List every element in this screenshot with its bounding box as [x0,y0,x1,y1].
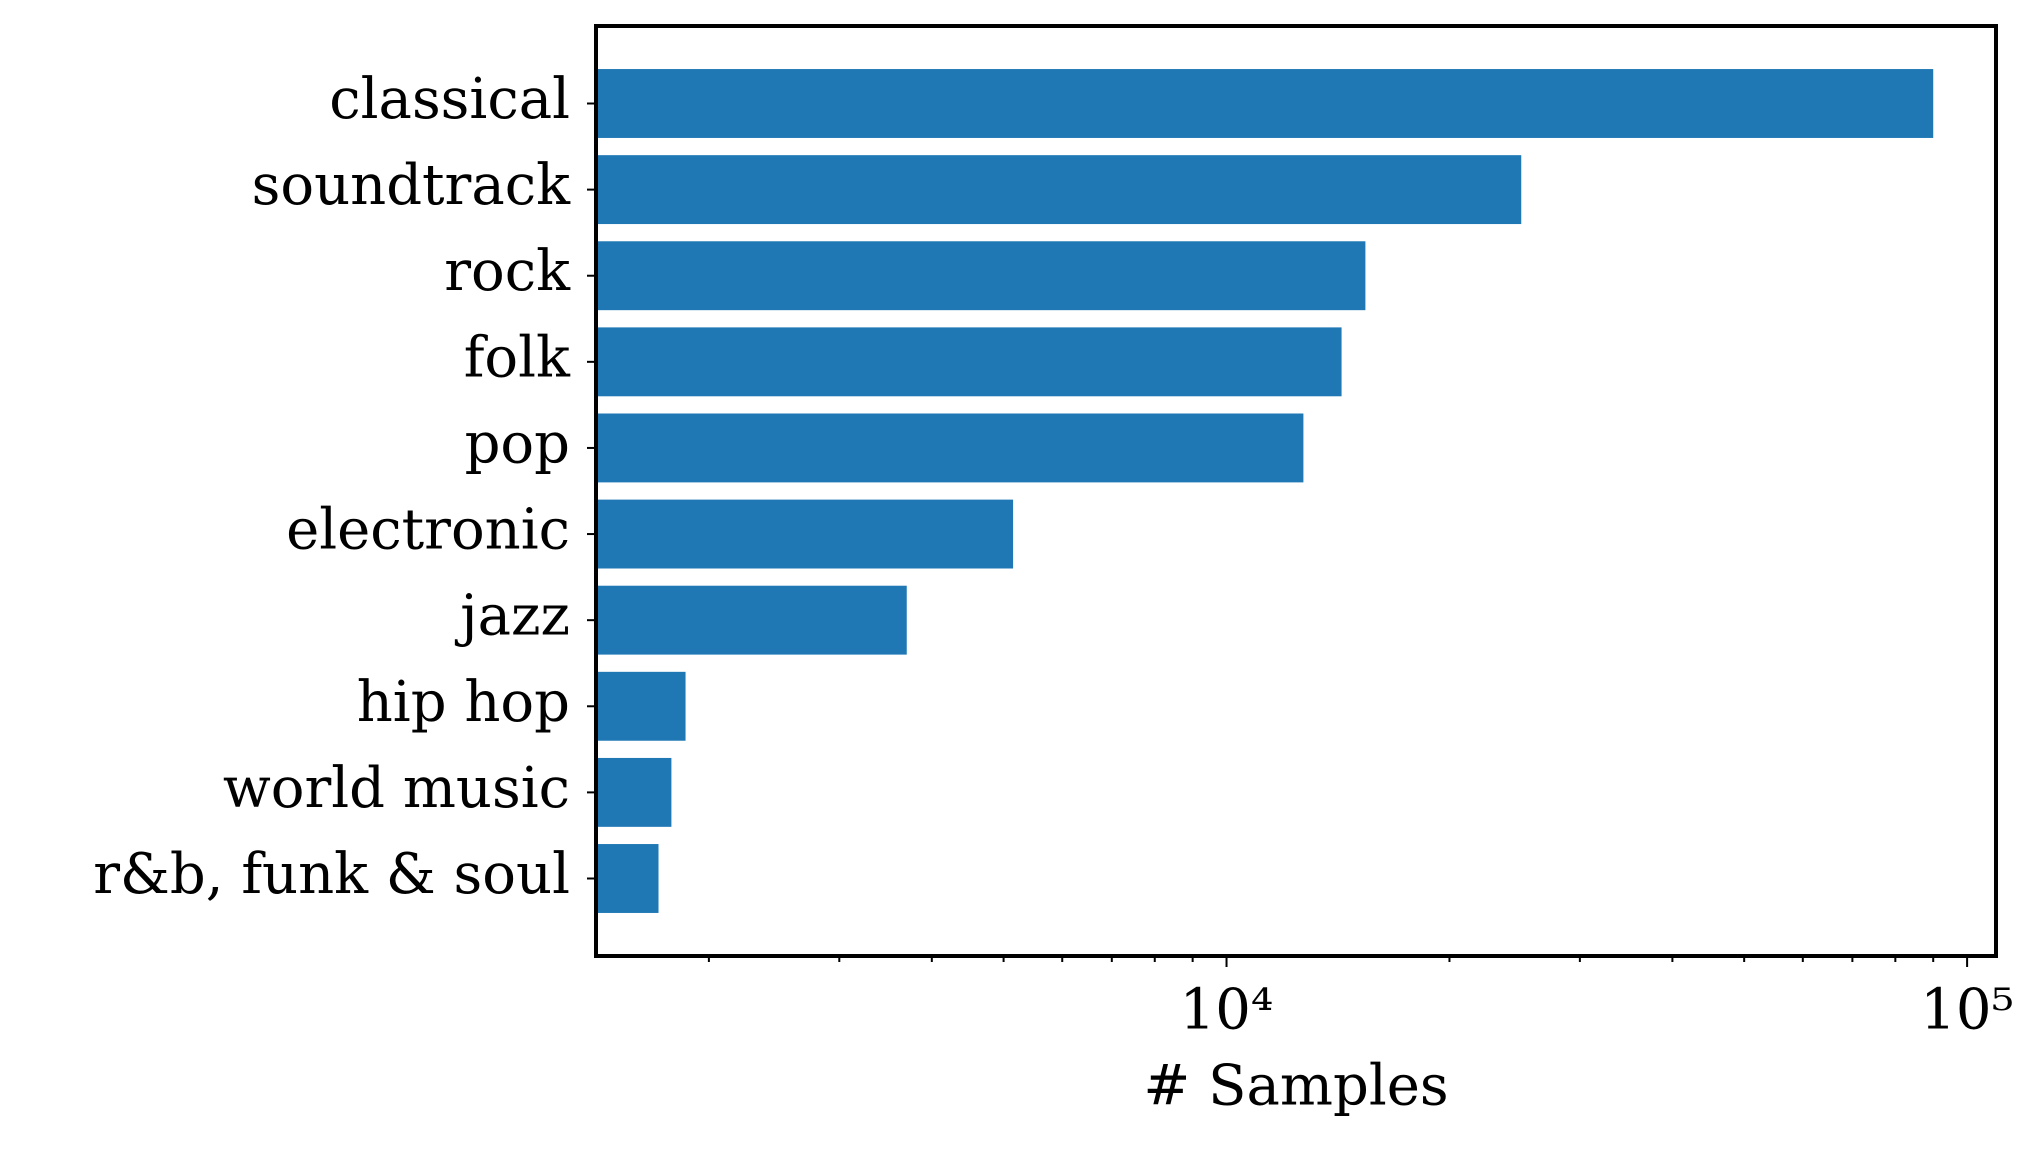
bar [596,69,1934,138]
bar [596,327,1342,397]
y-tick-label: hip hop [357,670,570,735]
y-tick-label: folk [464,325,571,390]
y-tick-label: soundtrack [252,153,571,218]
bar [596,844,659,913]
bar [596,757,672,827]
bar [596,155,1522,225]
y-tick-label: jazz [454,584,570,649]
bar [596,671,686,741]
x-tick-label: 10⁴ [1180,978,1274,1043]
y-tick-label: rock [444,239,571,304]
plot-frame [594,24,1998,958]
y-tick-label: classical [329,67,570,132]
y-tick-label: electronic [286,498,570,563]
x-axis-label: # Samples [1143,1054,1448,1119]
bar [596,499,1014,569]
y-tick-label: pop [465,411,570,476]
y-tick-label: r&b, funk & soul [93,842,570,907]
bar [596,585,907,655]
bar [596,241,1366,311]
bar [596,413,1304,483]
x-tick-label: 10⁵ [1920,978,2014,1043]
y-tick-label: world music [223,756,570,821]
